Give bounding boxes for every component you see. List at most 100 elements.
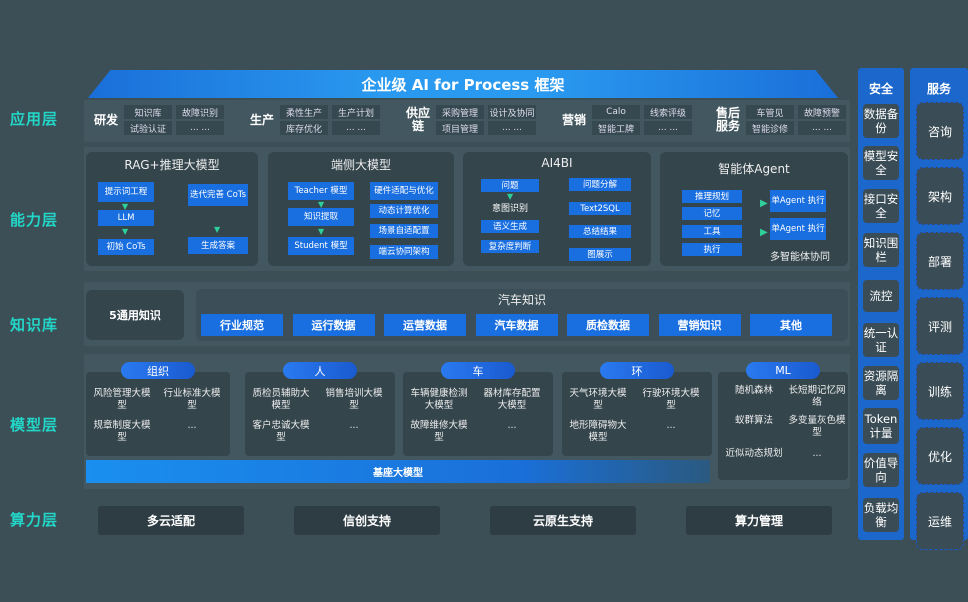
model-group-label: 车 (441, 362, 515, 379)
app-cell-column: 线索评级 ... ... (644, 104, 692, 136)
app-cell: ... ... (176, 121, 224, 135)
app-group-name: 研发 (93, 112, 118, 127)
model-item: ... (349, 420, 359, 431)
app-cell: 知识库 (124, 105, 172, 119)
model-item: 质检员辅助大模型 (252, 388, 310, 411)
app-group: 研发 知识库 试验认证 故障识别 ... ... (92, 104, 224, 136)
model-item: 行业标准大模型 (163, 388, 221, 411)
service-item: 评测 (916, 297, 964, 355)
app-cell: ... ... (644, 121, 692, 135)
edge-feature: 动态计算优化 (370, 204, 438, 218)
model-item: 器材库存配置大模型 (483, 388, 541, 411)
service-title: 服务 (926, 82, 951, 96)
service-item: 部署 (916, 232, 964, 290)
framework-title: 企业级 AI for Process 框架 (88, 70, 838, 98)
model-item: 地形障碍物大模型 (569, 420, 627, 443)
model-group-panel (86, 372, 230, 456)
model-group-label: 人 (283, 362, 357, 379)
security-item: 接口安全 (863, 189, 899, 223)
model-item: 销售培训大模型 (325, 388, 383, 411)
model-item: 天气环境大模型 (569, 388, 627, 411)
app-group-name: 售后服务 (715, 106, 740, 133)
agent-component: 推理规划 (682, 190, 742, 203)
model-item: 随机森林 (734, 385, 773, 396)
security-item: 数据备份 (863, 104, 899, 138)
model-item: ... (187, 420, 197, 431)
model-item: 规章制度大模型 (93, 420, 151, 443)
edge-feature: 硬件适配与优化 (370, 182, 438, 200)
security-item: 知识围栏 (863, 233, 899, 267)
ai4bi-title: AI4BI (541, 156, 573, 170)
ai4bi-step: 问题 (481, 179, 539, 192)
knowledge-item: 行业规范 (201, 314, 283, 336)
base-model-bar: 基座大模型 (86, 460, 710, 483)
agent-title: 智能体Agent (718, 162, 790, 176)
app-cell-column: Calo 智能工牌 (592, 104, 640, 136)
arrow-down-icon: ▼ (318, 200, 325, 209)
app-cell-column: 故障预警 ... ... (798, 104, 846, 136)
app-cell-column: 故障识别 ... ... (176, 104, 224, 136)
knowledge-item: 营销知识 (658, 314, 741, 336)
security-item: 负载均衡 (863, 498, 899, 532)
model-item: 行驶环境大模型 (642, 388, 700, 411)
app-cell: 库存优化 (280, 121, 328, 135)
rag-title: RAG+推理大模型 (124, 158, 220, 172)
model-item: ... (507, 420, 517, 431)
ai4bi-step: 图展示 (569, 248, 631, 261)
model-group-label: ML (746, 362, 820, 379)
knowledge-item: 汽车数据 (475, 314, 558, 336)
app-cell-column: 知识库 试验认证 (124, 104, 172, 136)
agent-panel: 智能体Agent 推理规划 记忆 工具 执行 ▶ ▶ 单Agent 执行 单Ag… (660, 152, 848, 266)
app-group: 售后服务 车管见 智能诊修 故障预警 ... ... (714, 104, 846, 136)
model-group-label: 环 (600, 362, 674, 379)
ai4bi-panel: AI4BI 问题 ▼ 意图识别 语义生成 复杂度判断 问题分解 Text2SQL… (463, 152, 651, 266)
knowledge-item: 运营数据 (384, 314, 466, 336)
knowledge-item: 其他 (750, 314, 832, 336)
app-cell: 智能诊修 (746, 121, 794, 135)
app-cell: ... ... (798, 121, 846, 135)
edge-step: Student 模型 (288, 237, 354, 255)
security-item: 统一认证 (863, 323, 899, 357)
layer-label-knowledge: 知识库 (10, 316, 59, 334)
app-cell: 智能工牌 (592, 121, 640, 135)
model-group-panel (245, 372, 395, 456)
arrow-down-icon: ▼ (507, 192, 514, 201)
app-cell: 设计及协同 (488, 105, 536, 119)
layer-label-capability: 能力层 (10, 211, 59, 229)
compute-item: 云原生支持 (490, 506, 636, 535)
service-item: 优化 (916, 427, 964, 485)
model-item: 近似动态规划 (725, 448, 783, 459)
app-cell: ... ... (332, 121, 380, 135)
ai4bi-step: Text2SQL (569, 202, 631, 215)
app-cell: ... ... (488, 121, 536, 135)
security-item: 资源隔离 (863, 366, 899, 400)
model-item: 风险管理大模型 (93, 388, 151, 411)
ai4bi-step: 语义生成 (481, 220, 539, 233)
security-item: Token计量 (863, 408, 899, 444)
agent-caption: 多智能体协同 (770, 252, 830, 263)
service-item: 咨询 (916, 102, 964, 160)
rag-step: 初始 CoTs (98, 239, 154, 255)
agent-component: 工具 (682, 225, 742, 238)
app-cell-column: 生产计划 ... ... (332, 104, 380, 136)
edge-step: Teacher 模型 (288, 182, 354, 200)
rag-panel: RAG+推理大模型 提示词工程 ▼ LLM ▼ 初始 CoTs 迭代完善 CoT… (86, 152, 258, 266)
app-cell: 采购管理 (436, 105, 484, 119)
model-item: ... (812, 448, 822, 459)
app-group: 生产 柔性生产 库存优化 生产计划 ... ... (248, 104, 380, 136)
app-cell-column: 柔性生产 库存优化 (280, 104, 328, 136)
arrow-right-icon: ▶ (760, 198, 768, 209)
agent-component: 记忆 (682, 207, 742, 220)
agent-executor: 单Agent 执行 (770, 218, 826, 240)
auto-knowledge-title: 汽车知识 (497, 293, 546, 307)
agent-component: 执行 (682, 243, 742, 256)
ai4bi-step: 复杂度判断 (481, 240, 539, 253)
app-group-name: 生产 (249, 112, 274, 127)
layer-label-app: 应用层 (10, 110, 59, 128)
model-group-panel (562, 372, 712, 456)
service-item: 架构 (916, 167, 964, 225)
app-cell: 线索评级 (644, 105, 692, 119)
ai4bi-step: 总结结果 (569, 225, 631, 238)
model-item: 长短期记忆网络 (788, 385, 846, 408)
app-cell: 故障预警 (798, 105, 846, 119)
